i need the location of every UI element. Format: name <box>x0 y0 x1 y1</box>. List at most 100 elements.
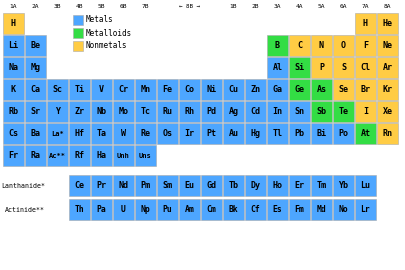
Text: Sc: Sc <box>52 85 62 94</box>
Text: Yb: Yb <box>338 181 347 190</box>
Text: W: W <box>121 129 126 138</box>
FancyBboxPatch shape <box>69 175 90 196</box>
Text: 7B: 7B <box>141 4 149 9</box>
FancyBboxPatch shape <box>222 123 243 144</box>
Text: Actinide**: Actinide** <box>5 207 45 212</box>
FancyBboxPatch shape <box>47 145 68 166</box>
FancyBboxPatch shape <box>332 101 353 122</box>
Text: No: No <box>338 205 347 214</box>
Text: Ge: Ge <box>294 85 304 94</box>
Text: Ce: Ce <box>74 181 84 190</box>
FancyBboxPatch shape <box>354 57 375 78</box>
Text: Cf: Cf <box>250 205 260 214</box>
Text: Pu: Pu <box>162 205 172 214</box>
FancyBboxPatch shape <box>376 57 397 78</box>
FancyBboxPatch shape <box>91 79 112 100</box>
Text: Pr: Pr <box>96 181 106 190</box>
Text: Cs: Cs <box>9 129 19 138</box>
FancyBboxPatch shape <box>3 145 24 166</box>
Text: In: In <box>272 107 282 116</box>
FancyBboxPatch shape <box>69 101 90 122</box>
Text: 1A: 1A <box>10 4 17 9</box>
Text: 4B: 4B <box>76 4 83 9</box>
Text: 2A: 2A <box>32 4 39 9</box>
Text: Bk: Bk <box>228 205 238 214</box>
FancyBboxPatch shape <box>3 123 24 144</box>
FancyBboxPatch shape <box>376 13 397 34</box>
Text: Pm: Pm <box>140 181 150 190</box>
Text: Sn: Sn <box>294 107 304 116</box>
Text: Rh: Rh <box>184 107 194 116</box>
Text: Pd: Pd <box>206 107 216 116</box>
FancyBboxPatch shape <box>113 123 134 144</box>
FancyBboxPatch shape <box>266 79 287 100</box>
FancyBboxPatch shape <box>179 199 200 220</box>
Text: Ir: Ir <box>184 129 194 138</box>
Text: Cm: Cm <box>206 205 216 214</box>
Text: Metalloids: Metalloids <box>86 29 132 38</box>
Text: Ba: Ba <box>30 129 40 138</box>
FancyBboxPatch shape <box>3 35 24 56</box>
Text: Metals: Metals <box>86 15 113 25</box>
Text: Y: Y <box>55 107 60 116</box>
Text: Po: Po <box>338 129 347 138</box>
Text: S: S <box>340 63 345 72</box>
Text: Mn: Mn <box>140 85 150 94</box>
Text: Lu: Lu <box>360 181 370 190</box>
Text: Al: Al <box>272 63 282 72</box>
FancyBboxPatch shape <box>376 35 397 56</box>
FancyBboxPatch shape <box>266 199 287 220</box>
FancyBboxPatch shape <box>354 13 375 34</box>
FancyBboxPatch shape <box>332 199 353 220</box>
Text: 7A: 7A <box>361 4 368 9</box>
FancyBboxPatch shape <box>113 199 134 220</box>
FancyBboxPatch shape <box>3 101 24 122</box>
FancyBboxPatch shape <box>354 175 375 196</box>
Text: Tm: Tm <box>316 181 326 190</box>
Text: P: P <box>318 63 323 72</box>
Text: Am: Am <box>184 205 194 214</box>
Text: Mg: Mg <box>30 63 40 72</box>
FancyBboxPatch shape <box>47 101 68 122</box>
Text: Eu: Eu <box>184 181 194 190</box>
FancyBboxPatch shape <box>91 199 112 220</box>
FancyBboxPatch shape <box>332 175 353 196</box>
Text: H: H <box>362 19 367 28</box>
FancyBboxPatch shape <box>73 41 83 51</box>
Text: U: U <box>121 205 126 214</box>
Text: Zr: Zr <box>74 107 84 116</box>
FancyBboxPatch shape <box>200 123 222 144</box>
Text: Gd: Gd <box>206 181 216 190</box>
Text: Ag: Ag <box>228 107 238 116</box>
FancyBboxPatch shape <box>288 123 309 144</box>
FancyBboxPatch shape <box>157 101 177 122</box>
Text: Pt: Pt <box>206 129 216 138</box>
FancyBboxPatch shape <box>91 101 112 122</box>
FancyBboxPatch shape <box>222 79 243 100</box>
Text: La*: La* <box>51 130 64 137</box>
Text: Ta: Ta <box>96 129 106 138</box>
Text: Cu: Cu <box>228 85 238 94</box>
Text: Ho: Ho <box>272 181 282 190</box>
FancyBboxPatch shape <box>25 79 46 100</box>
Text: K: K <box>11 85 16 94</box>
Text: Nb: Nb <box>96 107 106 116</box>
FancyBboxPatch shape <box>25 123 46 144</box>
Text: ← 8B →: ← 8B → <box>179 4 200 9</box>
FancyBboxPatch shape <box>310 175 331 196</box>
FancyBboxPatch shape <box>332 123 353 144</box>
FancyBboxPatch shape <box>135 199 156 220</box>
Text: Rn: Rn <box>382 129 392 138</box>
FancyBboxPatch shape <box>69 79 90 100</box>
FancyBboxPatch shape <box>179 123 200 144</box>
Text: O: O <box>340 41 345 50</box>
FancyBboxPatch shape <box>332 79 353 100</box>
FancyBboxPatch shape <box>288 57 309 78</box>
Text: Ca: Ca <box>30 85 40 94</box>
FancyBboxPatch shape <box>135 101 156 122</box>
Text: C: C <box>296 41 301 50</box>
FancyBboxPatch shape <box>47 123 68 144</box>
Text: Ti: Ti <box>74 85 84 94</box>
FancyBboxPatch shape <box>376 123 397 144</box>
Text: Sb: Sb <box>316 107 326 116</box>
